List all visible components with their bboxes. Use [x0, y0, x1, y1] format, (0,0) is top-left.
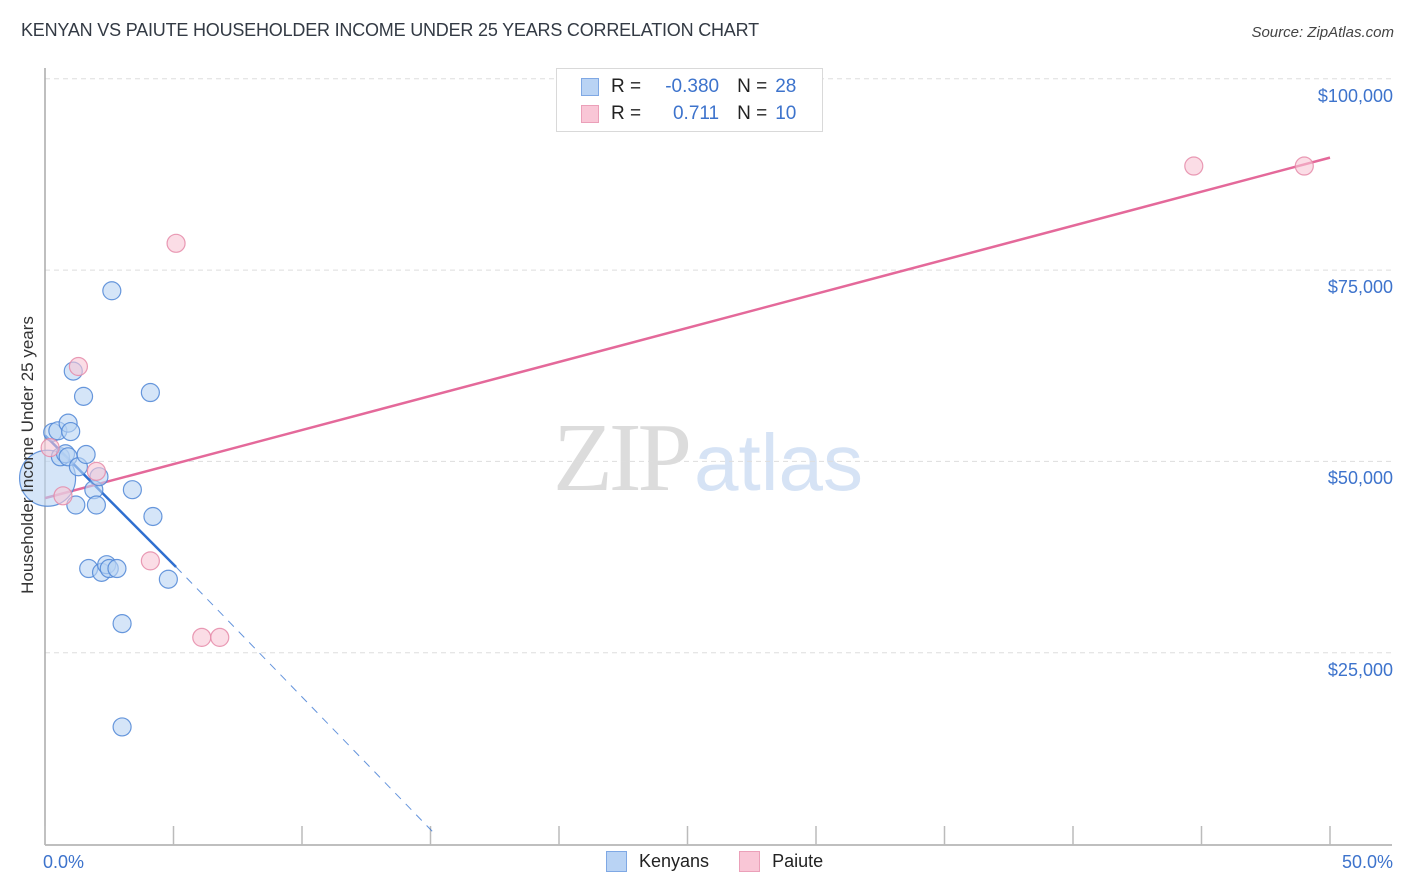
kenyans-point [76, 444, 96, 465]
paiute-point [210, 627, 230, 647]
legend-item-paiute[interactable]: Paiute [739, 851, 823, 872]
stats-row-kenyans: R = -0.380 N = 28 [581, 74, 796, 100]
paiute-swatch-icon [581, 105, 599, 123]
y-tick-75000: $75,000 [1327, 277, 1393, 297]
source-label: Source: ZipAtlas.com [1251, 24, 1394, 41]
paiute-point [86, 461, 107, 481]
legend-label-kenyans: Kenyans [639, 851, 710, 871]
data-points [18, 156, 1314, 737]
x-tick-max: 50.0% [1341, 852, 1393, 872]
kenyans-point [140, 382, 160, 403]
y-tick-100000: $100,000 [1317, 86, 1393, 106]
legend-item-kenyans[interactable]: Kenyans [606, 851, 709, 872]
y-axis-label: Householder Income Under 25 years [18, 316, 37, 594]
trend-lines [44, 156, 1331, 836]
stats-legend: R = -0.380 N = 28 R = 0.711 N = 10 [556, 68, 823, 132]
paiute-point [68, 356, 89, 377]
kenyans-point [86, 495, 107, 515]
kenyans-point [122, 480, 142, 500]
x-tick-min: 0.0% [43, 852, 85, 872]
kenyans-point [143, 506, 163, 527]
kenyans-point [73, 386, 94, 406]
paiute-point [192, 627, 212, 647]
paiute-swatch-icon [739, 851, 761, 872]
r-label: R = [611, 76, 642, 97]
paiute-point [1294, 156, 1314, 176]
r-value: 0.711 [672, 103, 720, 124]
paiute-point [1184, 156, 1204, 176]
legend-label-paiute: Paiute [772, 851, 824, 871]
chart-title: KENYAN VS PAIUTE HOUSEHOLDER INCOME UNDE… [21, 20, 759, 40]
kenyans-point [61, 421, 81, 442]
paiute-point [53, 486, 73, 506]
paiute-point [40, 438, 60, 458]
n-label: N = [737, 103, 768, 124]
paiute-point [140, 551, 160, 571]
kenyans-point [102, 281, 122, 301]
kenyans-swatch-icon [606, 851, 627, 872]
y-tick-25000: $25,000 [1327, 660, 1393, 680]
r-value: -0.380 [665, 76, 720, 97]
stats-row-paiute: R = 0.711 N = 10 [581, 101, 796, 127]
kenyans-point [158, 569, 178, 589]
n-value: 10 [775, 103, 797, 124]
kenyans-swatch-icon [581, 78, 599, 96]
series-legend: Kenyans Paiute [606, 851, 853, 872]
n-label: N = [737, 76, 768, 97]
kenyans-point [107, 558, 127, 579]
kenyans-point [112, 717, 132, 737]
kenyans-trend-extension [175, 566, 436, 836]
n-value: 28 [775, 76, 797, 97]
r-label: R = [611, 103, 642, 124]
y-tick-50000: $50,000 [1327, 468, 1393, 488]
kenyans-point [112, 614, 132, 634]
paiute-trend-line [44, 156, 1331, 500]
paiute-point [166, 233, 186, 253]
axes [44, 68, 1392, 846]
